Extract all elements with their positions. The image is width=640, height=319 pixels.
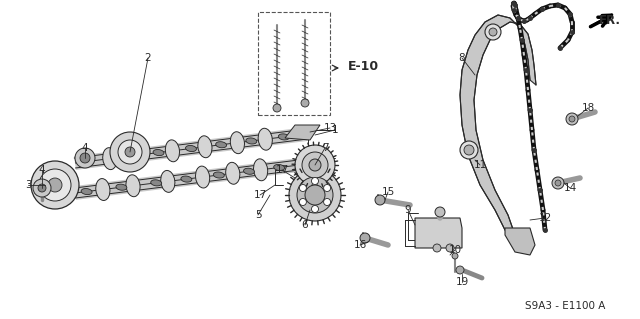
Ellipse shape <box>198 136 212 158</box>
Ellipse shape <box>126 175 140 197</box>
Circle shape <box>309 159 321 171</box>
Ellipse shape <box>230 132 244 154</box>
Ellipse shape <box>81 189 92 195</box>
Ellipse shape <box>153 150 164 156</box>
Circle shape <box>324 198 331 205</box>
Text: 7: 7 <box>322 143 328 153</box>
Ellipse shape <box>161 170 175 192</box>
Circle shape <box>289 169 341 221</box>
Ellipse shape <box>213 172 224 178</box>
Circle shape <box>80 153 90 163</box>
Circle shape <box>38 184 46 192</box>
Circle shape <box>456 266 464 274</box>
Polygon shape <box>285 125 320 140</box>
Text: 18: 18 <box>581 103 595 113</box>
Circle shape <box>569 116 575 122</box>
Text: 14: 14 <box>563 183 577 193</box>
Polygon shape <box>505 228 535 255</box>
Circle shape <box>435 207 445 217</box>
Ellipse shape <box>253 159 268 181</box>
Text: 3: 3 <box>25 180 31 190</box>
Text: 6: 6 <box>301 220 308 230</box>
Ellipse shape <box>216 142 227 148</box>
Ellipse shape <box>103 148 117 170</box>
Circle shape <box>31 161 79 209</box>
Text: 16: 16 <box>353 240 367 250</box>
Circle shape <box>485 24 501 40</box>
Circle shape <box>555 180 561 186</box>
Ellipse shape <box>116 184 127 190</box>
Circle shape <box>460 141 478 159</box>
Circle shape <box>312 177 319 184</box>
Ellipse shape <box>151 180 162 186</box>
Circle shape <box>489 28 497 36</box>
Circle shape <box>446 244 454 252</box>
Text: 17: 17 <box>253 190 267 200</box>
Circle shape <box>118 140 142 164</box>
Circle shape <box>48 178 62 192</box>
Circle shape <box>566 113 578 125</box>
Circle shape <box>295 145 335 185</box>
Circle shape <box>39 169 71 201</box>
Text: 4: 4 <box>38 165 45 175</box>
Text: 8: 8 <box>459 53 465 63</box>
Text: 5: 5 <box>255 210 261 220</box>
Ellipse shape <box>196 166 210 188</box>
Circle shape <box>33 179 51 197</box>
Ellipse shape <box>258 128 272 150</box>
Text: 19: 19 <box>456 277 468 287</box>
Ellipse shape <box>165 140 179 162</box>
Circle shape <box>273 104 281 112</box>
Circle shape <box>300 198 307 205</box>
Text: 1: 1 <box>332 125 339 135</box>
Text: 11: 11 <box>474 160 486 170</box>
Ellipse shape <box>96 179 110 200</box>
Circle shape <box>297 177 333 213</box>
Bar <box>258 12 330 115</box>
Circle shape <box>110 132 150 172</box>
Text: S9A3 - E1100 A: S9A3 - E1100 A <box>525 301 605 311</box>
Ellipse shape <box>181 176 192 182</box>
Text: 10: 10 <box>449 245 461 255</box>
Text: 13: 13 <box>323 123 337 133</box>
Ellipse shape <box>133 144 147 166</box>
Ellipse shape <box>278 134 289 140</box>
Text: 4: 4 <box>82 143 88 153</box>
Circle shape <box>301 99 309 107</box>
Text: 9: 9 <box>404 205 412 215</box>
Circle shape <box>302 152 328 178</box>
Polygon shape <box>415 218 462 248</box>
Text: FR.: FR. <box>599 13 621 26</box>
Circle shape <box>552 177 564 189</box>
Text: 12: 12 <box>538 213 552 223</box>
Text: 15: 15 <box>381 187 395 197</box>
Circle shape <box>75 148 95 168</box>
Ellipse shape <box>120 153 131 160</box>
Circle shape <box>125 147 135 157</box>
Circle shape <box>300 184 307 191</box>
Ellipse shape <box>186 145 196 152</box>
Ellipse shape <box>81 159 92 165</box>
Text: 17: 17 <box>275 165 289 175</box>
Circle shape <box>312 205 319 212</box>
Ellipse shape <box>246 138 257 144</box>
Ellipse shape <box>244 168 255 174</box>
Circle shape <box>305 185 325 205</box>
Circle shape <box>360 233 370 243</box>
Polygon shape <box>460 15 536 235</box>
Circle shape <box>375 195 385 205</box>
Circle shape <box>464 145 474 155</box>
Ellipse shape <box>226 162 240 184</box>
Ellipse shape <box>274 164 285 171</box>
Circle shape <box>324 184 331 191</box>
Circle shape <box>433 244 441 252</box>
Text: 2: 2 <box>145 53 151 63</box>
Circle shape <box>452 253 458 259</box>
Text: E-10: E-10 <box>348 61 379 73</box>
